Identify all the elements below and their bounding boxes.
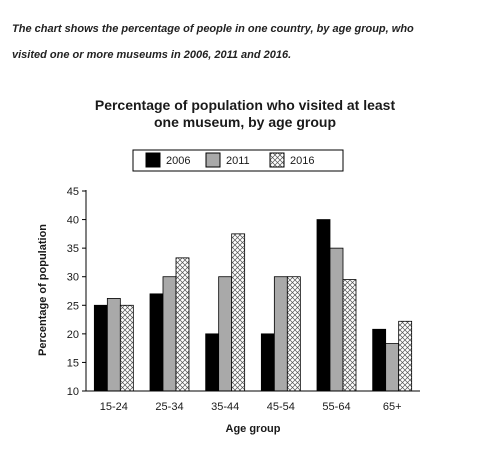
- bars: [93, 219, 413, 392]
- legend-label-2011: 2011: [226, 155, 250, 167]
- bar-2016-15-24: [119, 304, 134, 392]
- intro-line-1: The chart shows the percentage of people…: [12, 23, 414, 35]
- x-tick-label: 35-44: [211, 401, 239, 413]
- bar-2011-25-34: [162, 276, 177, 392]
- bar-2016-55-64: [342, 279, 357, 392]
- x-axis-ticks: 15-24 25-34 35-44 45-54 55-64 65+: [100, 401, 402, 413]
- bar-2006-25-34: [149, 293, 164, 392]
- y-tick-label: 35: [67, 243, 79, 255]
- y-axis-ticks: 10 15 20 25 30 35 40 45: [67, 186, 86, 398]
- bar-2006-55-64: [316, 219, 331, 392]
- legend-swatch-2011: [205, 152, 221, 168]
- intro-text: The chart shows the percentage of people…: [12, 16, 482, 68]
- y-tick-label: 30: [67, 272, 79, 284]
- chart-title-line-1: Percentage of population who visited at …: [95, 97, 396, 113]
- bar-2006-35-44: [205, 333, 220, 392]
- bar-2011-55-64: [329, 247, 344, 392]
- y-tick-label: 25: [67, 300, 79, 312]
- x-axis-title: Age group: [226, 423, 281, 435]
- x-tick-label: 55-64: [322, 401, 350, 413]
- legend-swatch-2006: [145, 152, 161, 168]
- y-tick-label: 15: [67, 357, 79, 369]
- x-tick-label: 65+: [383, 401, 402, 413]
- bar-2011-35-44: [218, 276, 233, 392]
- bar-2006-15-24: [93, 304, 108, 392]
- y-axis-title: Percentage of population: [37, 224, 49, 356]
- bar-2016-65+: [398, 320, 413, 392]
- legend-label-2016: 2016: [290, 155, 314, 167]
- bar-2011-15-24: [106, 298, 121, 392]
- y-tick-label: 45: [67, 186, 79, 198]
- bar-2016-35-44: [231, 233, 246, 392]
- legend: 2006 2011 2016: [132, 149, 344, 172]
- bar-2011-45-54: [273, 276, 288, 392]
- bar-2011-65+: [385, 343, 400, 392]
- y-tick-label: 10: [67, 386, 79, 398]
- intro-line-2: visited one or more museums in 2006, 201…: [12, 49, 292, 61]
- legend-label-2006: 2006: [166, 155, 190, 167]
- bar-2016-25-34: [175, 257, 190, 392]
- x-tick-label: 45-54: [267, 401, 295, 413]
- bar-2006-45-54: [260, 333, 275, 392]
- bar-2006-65+: [372, 328, 387, 392]
- legend-swatch-2016: [269, 152, 285, 168]
- legend-box: [132, 149, 344, 172]
- y-tick-label: 20: [67, 329, 79, 341]
- chart-title-line-2: one museum, by age group: [154, 114, 336, 130]
- y-tick-label: 40: [67, 215, 79, 227]
- bar-2016-45-54: [286, 276, 301, 392]
- x-tick-label: 25-34: [155, 401, 183, 413]
- x-tick-label: 15-24: [100, 401, 128, 413]
